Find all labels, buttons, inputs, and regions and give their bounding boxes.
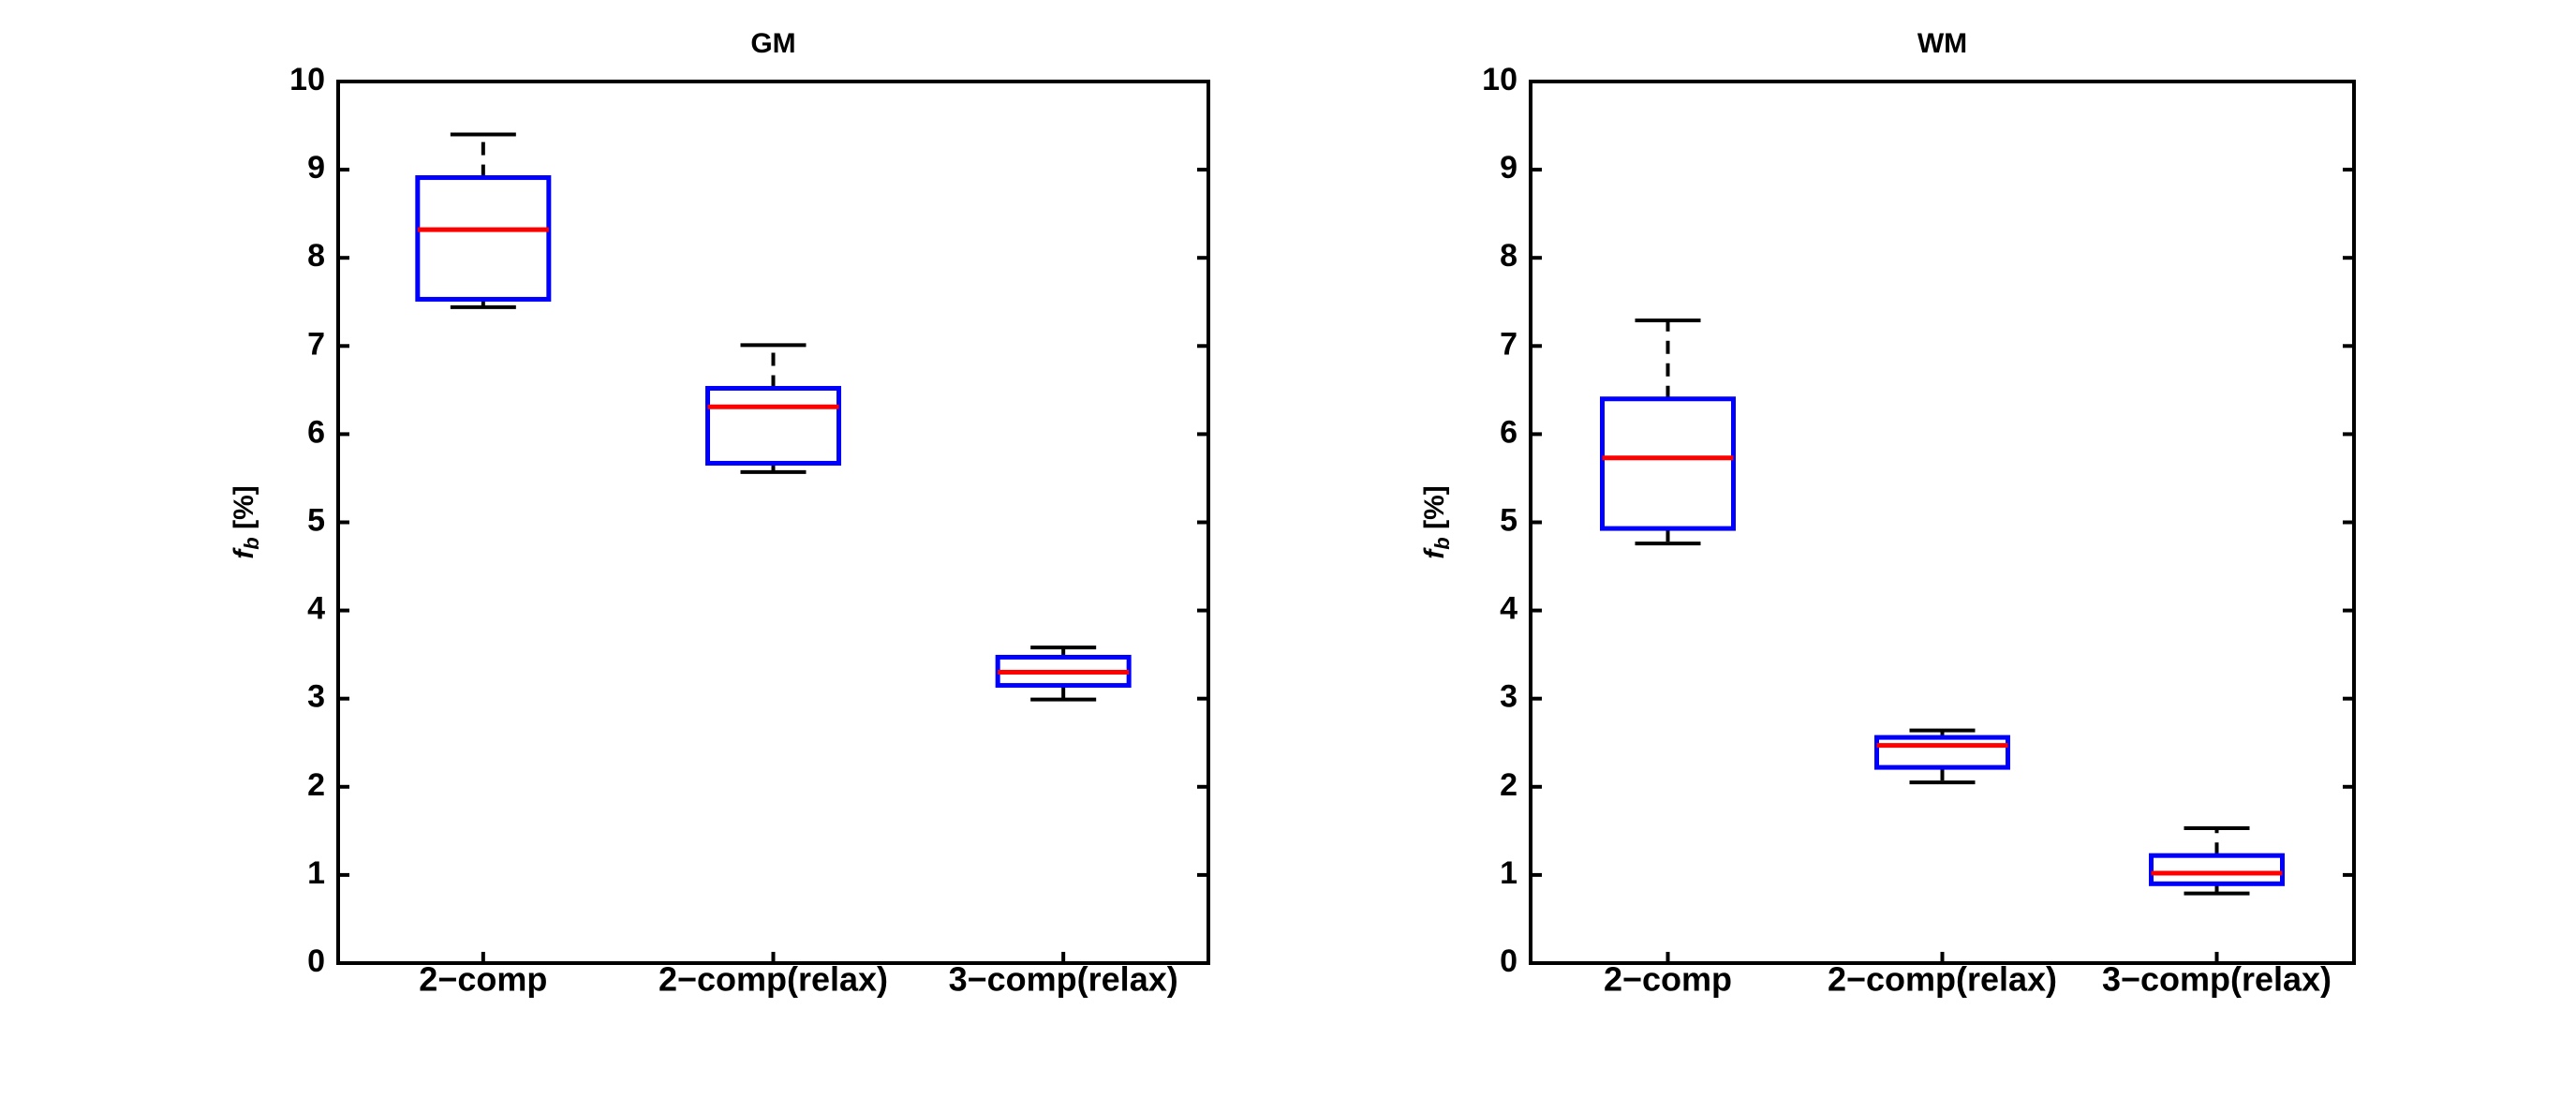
x-tick-label: 2−comp <box>1604 960 1732 999</box>
x-tick-label: 3−comp(relax) <box>949 960 1178 999</box>
x-tick-label: 2−comp(relax) <box>1828 960 2057 999</box>
y-tick-label: 2 <box>307 767 325 803</box>
y-label-subscript: b <box>240 537 263 549</box>
y-tick-label: 10 <box>1482 62 1517 97</box>
y-tick-label: 0 <box>307 943 325 979</box>
box <box>415 175 552 302</box>
y-tick-label: 7 <box>307 326 325 362</box>
y-label-unit: [%] <box>1419 485 1450 529</box>
y-axis-label: fb [%] <box>229 485 263 558</box>
box <box>1874 735 2010 770</box>
y-axis-label: fb [%] <box>1419 485 1454 558</box>
y-tick-label: 4 <box>307 591 325 627</box>
box <box>705 385 841 466</box>
y-tick-label: 5 <box>307 502 325 538</box>
y-tick-label: 7 <box>1500 326 1517 362</box>
y-tick-label: 9 <box>1500 150 1517 186</box>
y-tick-label: 1 <box>307 855 325 891</box>
x-tick-label: 2−comp(relax) <box>659 960 888 999</box>
y-tick-label: 8 <box>307 238 325 274</box>
y-tick-label: 1 <box>1500 855 1517 891</box>
y-tick-label: 4 <box>1500 591 1517 627</box>
y-label-space <box>229 529 259 537</box>
y-label-unit: [%] <box>229 485 259 529</box>
y-tick-label: 9 <box>307 150 325 186</box>
axes-frame <box>336 80 1210 965</box>
box <box>2149 853 2285 886</box>
box-plot: WM fb [%] 0 1 2 3 4 5 6 7 8 9 10 2−comp 2−comp(relax) 3… <box>1419 28 2356 999</box>
y-label-subscript: b <box>1430 537 1454 549</box>
chart-title: GM <box>750 28 795 59</box>
x-tick-label: 2−comp <box>419 960 547 999</box>
y-tick-label: 0 <box>1500 943 1517 979</box>
y-label-symbol: f <box>229 547 259 559</box>
box <box>1600 396 1736 531</box>
y-tick-label: 8 <box>1500 238 1517 274</box>
box-plot: GM fb [%] 0 1 2 3 4 5 6 7 8 9 10 2−comp 2−comp(relax) 3… <box>229 28 1210 999</box>
y-label-symbol: f <box>1419 547 1450 559</box>
x-tick-label: 3−comp(relax) <box>2102 960 2332 999</box>
y-tick-label: 10 <box>289 62 325 97</box>
y-tick-label: 6 <box>307 414 325 450</box>
axes-frame <box>1529 80 2356 965</box>
y-tick-label: 5 <box>1500 502 1517 538</box>
chart-title: WM <box>1917 28 1967 59</box>
y-tick-label: 6 <box>1500 414 1517 450</box>
y-tick-label: 3 <box>307 679 325 715</box>
y-label-space <box>1419 529 1450 537</box>
y-tick-label: 3 <box>1500 679 1517 715</box>
y-tick-label: 2 <box>1500 767 1517 803</box>
